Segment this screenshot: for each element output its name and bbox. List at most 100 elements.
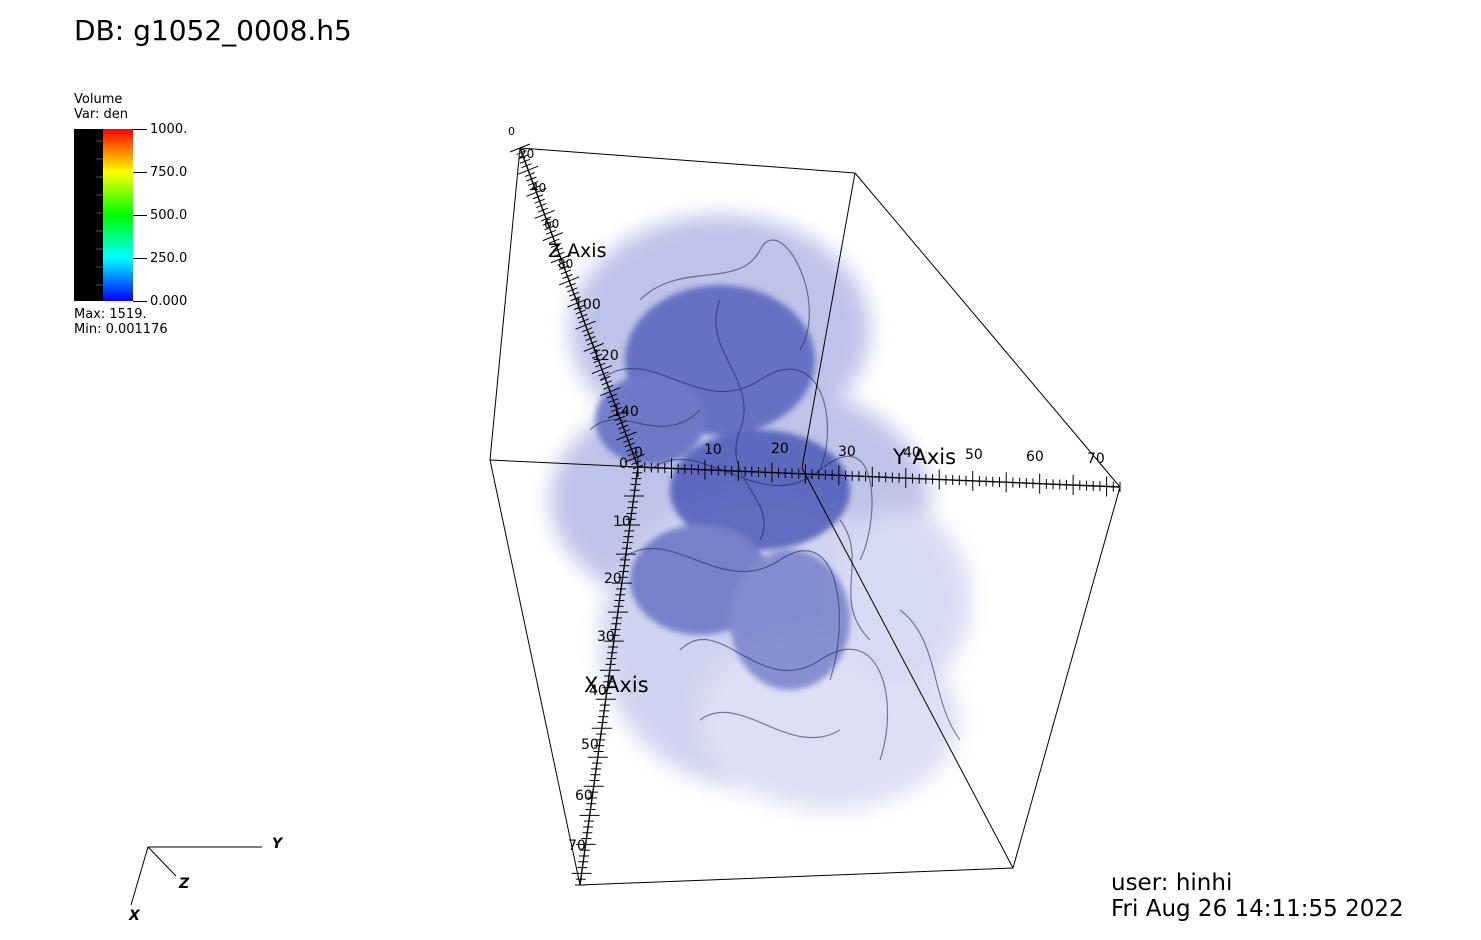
y-tick-label: 30 bbox=[838, 444, 856, 460]
x-tick-label: 30 bbox=[597, 629, 615, 645]
y-tick-label: 0 bbox=[634, 445, 643, 461]
triad-label-y: Y bbox=[272, 836, 284, 852]
z-axis-title: Z Axis bbox=[548, 240, 606, 262]
z-axis-tick bbox=[585, 336, 596, 341]
z-axis-tick bbox=[591, 365, 613, 374]
z-axis-tick bbox=[527, 180, 539, 186]
z-axis-tick bbox=[590, 349, 601, 355]
legend-tick: 500.0 bbox=[133, 208, 187, 223]
timestamp: Fri Aug 26 14:11:55 2022 bbox=[1111, 896, 1404, 922]
z-axis-tick bbox=[626, 446, 637, 452]
z-axis-tick bbox=[608, 398, 619, 404]
x-tick-label: 40 bbox=[589, 683, 607, 699]
z-axis-tick bbox=[567, 287, 578, 293]
z-axis-tick bbox=[542, 220, 554, 226]
triad-label-z: Z bbox=[178, 876, 190, 892]
z-axis-tick bbox=[599, 387, 621, 397]
z-axis-tick bbox=[603, 384, 614, 390]
x-tick-label: 20 bbox=[604, 571, 622, 587]
x-tick-label: 0 bbox=[619, 456, 628, 472]
x-axis-tick-labels: 0 10 20 30 40 50 60 70 bbox=[568, 456, 631, 854]
z-axis-tick bbox=[611, 406, 622, 412]
x-tick-label: 60 bbox=[575, 788, 593, 804]
z-axis-tick bbox=[619, 429, 631, 435]
z-axis-tick bbox=[616, 431, 637, 441]
z-axis-tick bbox=[559, 265, 570, 271]
x-tick-label: 70 bbox=[568, 838, 586, 854]
y-tick-label: 60 bbox=[1026, 449, 1044, 465]
z-axis-tick bbox=[552, 247, 563, 253]
z-axis-tick bbox=[618, 424, 629, 430]
bounding-box bbox=[489, 147, 1121, 886]
z-axis-tick bbox=[518, 165, 539, 175]
z-axis-tick bbox=[516, 149, 527, 155]
z-tick-label: 20 bbox=[519, 147, 534, 161]
z-axis-tick bbox=[583, 331, 595, 337]
legend-title: Volume Var: den bbox=[74, 92, 128, 122]
z-axis-tick bbox=[550, 254, 572, 264]
z-axis-tick bbox=[624, 453, 645, 463]
z-axis-tick bbox=[608, 409, 629, 419]
legend-opacity-strip bbox=[74, 129, 103, 301]
z-axis-tick bbox=[583, 342, 604, 352]
z-axis-tick bbox=[631, 460, 642, 466]
z-axis-tick bbox=[573, 305, 585, 310]
z-axis-tick bbox=[509, 143, 531, 153]
z-axis-tick bbox=[565, 282, 576, 288]
legend-tick: 0.000 bbox=[133, 294, 187, 309]
z-axis-tick bbox=[595, 362, 606, 368]
z-axis-tick bbox=[558, 276, 580, 286]
z-tick-label: 40 bbox=[531, 181, 546, 195]
z-axis-tick bbox=[582, 327, 593, 333]
z-axis-tick bbox=[545, 229, 557, 235]
legend-tick-labels: 1000. 750.0 500.0 250.0 0.000 bbox=[133, 122, 213, 309]
z-axis-tick bbox=[575, 309, 586, 315]
z-axis-tick bbox=[600, 375, 611, 381]
legend-plot-type: Volume bbox=[74, 92, 123, 107]
z-axis-tick bbox=[526, 187, 547, 197]
z-tick-label: 80 bbox=[558, 257, 573, 271]
legend-stats: Max: 1519. Min: 0.001176 bbox=[74, 307, 168, 337]
z-axis-tick bbox=[536, 203, 547, 209]
z-axis-tick bbox=[550, 243, 562, 248]
z-axis-tick bbox=[570, 296, 581, 302]
z-axis-tick bbox=[591, 353, 603, 359]
z-axis-tick bbox=[532, 194, 544, 200]
z-tick-label: 140 bbox=[612, 404, 639, 420]
triad-label-x: X bbox=[128, 908, 141, 924]
x-tick-label: 50 bbox=[581, 737, 599, 753]
z-axis-tick bbox=[542, 232, 563, 242]
z-axis-tick bbox=[526, 176, 537, 182]
z-axis-tick bbox=[562, 274, 573, 279]
z-axis-tick bbox=[577, 313, 588, 319]
z-axis-tick bbox=[601, 380, 613, 386]
z-axis-tick bbox=[624, 442, 635, 448]
orientation-triad bbox=[130, 846, 262, 906]
z-axis-tick bbox=[627, 451, 639, 457]
y-axis-title: Y Axis bbox=[892, 445, 956, 469]
x-axis-title: X Axis bbox=[584, 673, 649, 697]
database-title: DB: g1052_0008.h5 bbox=[74, 14, 352, 47]
y-tick-label: 70 bbox=[1087, 451, 1105, 467]
z-axis-tick bbox=[524, 172, 536, 178]
x-tick-label: 10 bbox=[613, 514, 631, 530]
z-axis-tick bbox=[537, 207, 549, 213]
legend-tick: 750.0 bbox=[133, 165, 187, 180]
z-axis-tick bbox=[560, 269, 572, 275]
z-axis-tick bbox=[632, 464, 644, 470]
z-axis-tick bbox=[534, 209, 555, 219]
z-axis-tick bbox=[541, 216, 552, 222]
legend-tick: 250.0 bbox=[133, 251, 187, 266]
z-axis-tick bbox=[518, 154, 529, 160]
z-axis-tick bbox=[549, 238, 560, 244]
z-tick-label: 60 bbox=[544, 217, 559, 231]
z-axis-tick bbox=[557, 260, 568, 266]
z-axis-tick bbox=[578, 318, 590, 324]
z-axis-tick bbox=[598, 371, 609, 377]
user-name: user: hinhi bbox=[1111, 870, 1233, 896]
z-axis-tick bbox=[544, 225, 555, 231]
user-info: user: hinhi Fri Aug 26 14:11:55 2022 bbox=[1111, 870, 1404, 922]
z-tick-label: 120 bbox=[592, 348, 619, 364]
z-axis-tick bbox=[519, 158, 531, 164]
